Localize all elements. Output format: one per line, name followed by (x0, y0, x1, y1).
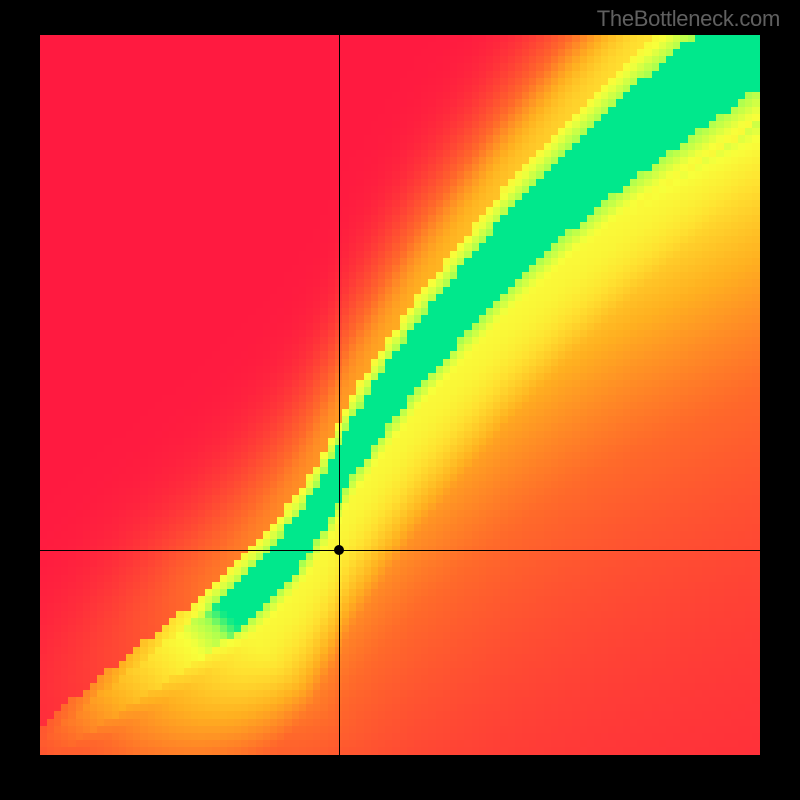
crosshair-horizontal (40, 550, 760, 551)
marker-dot (334, 545, 344, 555)
watermark-text: TheBottleneck.com (597, 6, 780, 32)
heatmap-canvas (40, 35, 760, 755)
chart-container: TheBottleneck.com (0, 0, 800, 800)
crosshair-vertical (339, 35, 340, 755)
plot-area (40, 35, 760, 755)
